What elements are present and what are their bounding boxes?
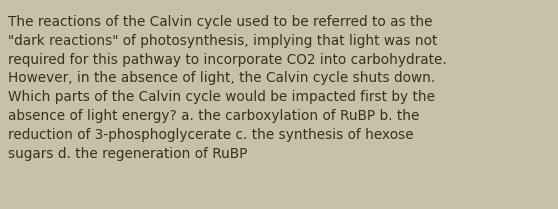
- Text: The reactions of the Calvin cycle used to be referred to as the
"dark reactions": The reactions of the Calvin cycle used t…: [8, 15, 447, 161]
